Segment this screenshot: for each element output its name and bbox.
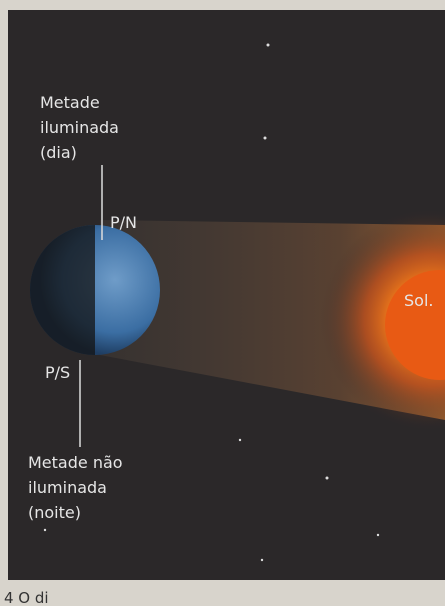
- lit-label: Metade: [40, 93, 100, 112]
- dark-label: (noite): [28, 503, 81, 522]
- sun: [385, 270, 445, 380]
- sun-label: Sol.: [404, 291, 433, 310]
- earth-night: [30, 225, 95, 355]
- dark-label: Metade não: [28, 453, 123, 472]
- lit-label: (dia): [40, 143, 77, 162]
- dark-label: iluminada: [28, 478, 107, 497]
- stars: [43, 43, 380, 562]
- lit-label: iluminada: [40, 118, 119, 137]
- caption: 4 O di: [4, 589, 49, 606]
- north-label: P/N: [110, 213, 137, 232]
- sun-glow: [320, 210, 445, 430]
- south-label: P/S: [45, 363, 70, 382]
